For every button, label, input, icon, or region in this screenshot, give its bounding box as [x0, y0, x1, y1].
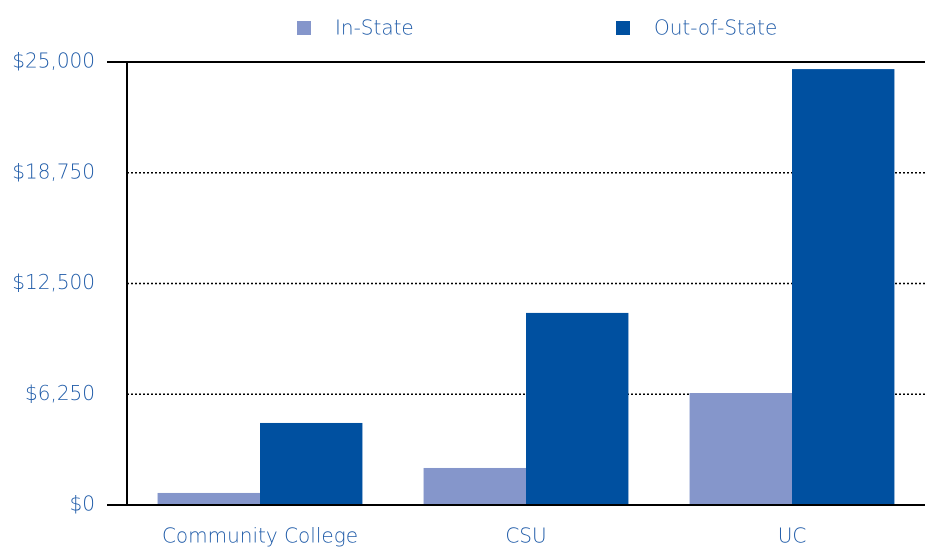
bar [157, 492, 260, 505]
bar [689, 393, 792, 505]
legend-label: Out-of-State [654, 16, 777, 40]
bar [260, 422, 363, 505]
bar [792, 69, 895, 505]
y-tick-label: $25,000 [12, 49, 95, 73]
bar [423, 467, 526, 505]
y-tick-label: $6,250 [25, 381, 95, 405]
x-tick-label: CSU [505, 524, 546, 548]
bar [526, 312, 629, 505]
y-tick-label: $0 [70, 492, 95, 516]
x-tick-label: UC [778, 524, 807, 548]
y-tick-label: $12,500 [12, 270, 95, 294]
y-tick-label: $18,750 [12, 159, 95, 183]
legend-swatch [616, 21, 630, 35]
legend-swatch [297, 21, 311, 35]
x-tick-label: Community College [162, 524, 358, 548]
legend-label: In-State [335, 16, 414, 40]
